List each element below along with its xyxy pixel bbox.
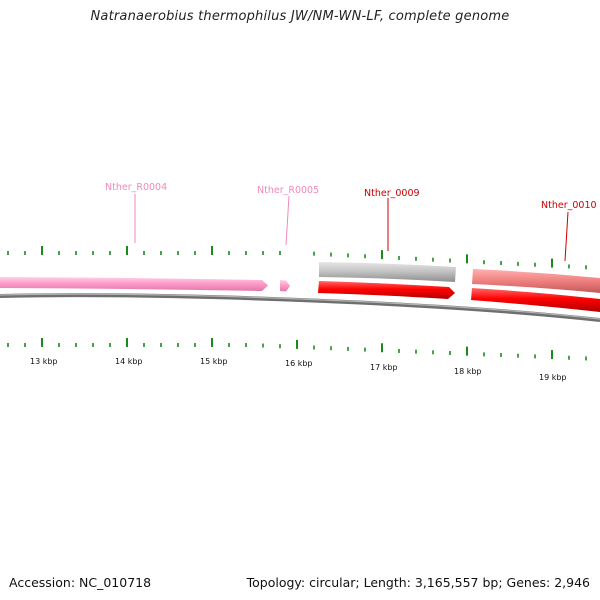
inner-tick-ring [7, 338, 587, 361]
genome-backbone-highlight [0, 293, 600, 320]
accession-text: Accession: NC_010718 [9, 575, 152, 590]
scale-label-15kbp: 15 kbp [200, 357, 228, 366]
scale-label-16kbp: 16 kbp [285, 359, 313, 368]
scale-label-17kbp: 17 kbp [370, 363, 398, 372]
scale-label-18kbp: 18 kbp [454, 367, 482, 376]
feature-Nther_0009-forward[interactable] [319, 262, 456, 282]
feature-Nther_0009[interactable] [318, 281, 455, 299]
genome-backbone [0, 293, 600, 322]
feature-Nther_R0005[interactable] [280, 280, 290, 292]
leader-line-Nther_R0005 [285, 195, 290, 246]
leader-line-Nther_0010 [564, 211, 569, 262]
feature-label-Nther_0009: Nther_0009 [364, 188, 420, 199]
outer-tick-ring [7, 246, 587, 270]
genome-title: Natranaerobius thermophilus JW/NM-WN-LF,… [90, 9, 510, 24]
scale-label-13kbp: 13 kbp [30, 357, 58, 366]
feature-label-Nther_0010: Nther_0010 [541, 200, 597, 211]
feature-Nther_R0004[interactable] [0, 277, 268, 291]
feature-Nther_0010[interactable] [471, 288, 600, 312]
feature-label-Nther_R0005: Nther_R0005 [257, 185, 319, 196]
scale-label-19kbp: 19 kbp [539, 373, 567, 382]
genome-summary-text: Topology: circular; Length: 3,165,557 bp… [246, 575, 590, 590]
feature-label-Nther_R0004: Nther_R0004 [105, 182, 167, 193]
feature-Nther_0010-forward[interactable] [472, 269, 600, 293]
scale-label-14kbp: 14 kbp [115, 357, 143, 366]
